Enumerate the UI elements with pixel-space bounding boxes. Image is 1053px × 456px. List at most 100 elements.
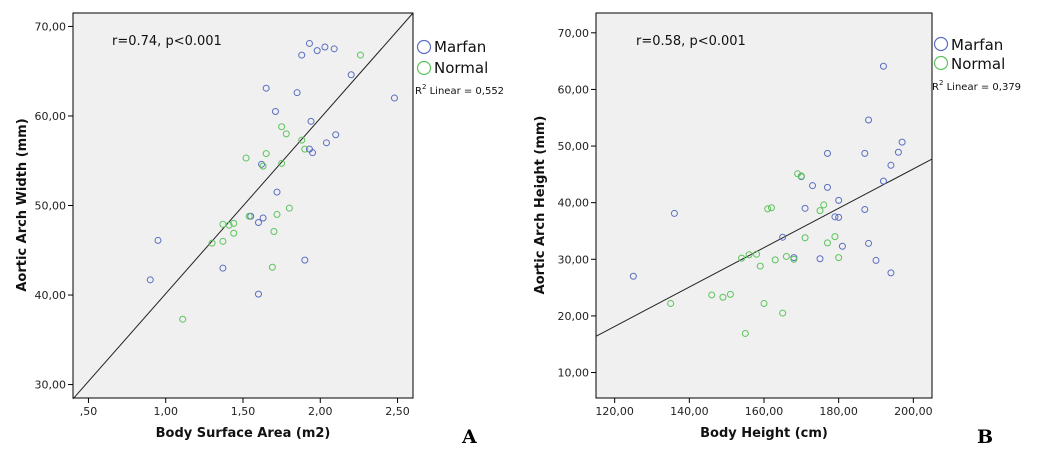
y-axis-label: Aortic Arch Width (mm) — [15, 118, 30, 291]
marfan-point — [293, 89, 301, 97]
x-tick-label: 2,00 — [308, 405, 333, 418]
legend-label-normal: Normal — [951, 55, 1005, 73]
y-tick-label: 70,00 — [35, 20, 67, 33]
normal-point — [719, 293, 727, 301]
normal-point — [708, 291, 716, 299]
marfan-point — [332, 131, 340, 139]
legend-marker-marfan — [933, 36, 949, 52]
normal-point — [794, 170, 802, 178]
panel-a: ,50 1,00 1,50 2,00 2,50 30,00 40,00 50,00 60,00 7… — [15, 12, 504, 448]
y-tick-label: 60,00 — [558, 83, 590, 96]
marfan-point — [309, 149, 317, 157]
normal-point — [801, 234, 809, 242]
legend-marker-marfan — [416, 39, 432, 55]
marfan-point — [861, 149, 869, 157]
normal-point — [273, 210, 281, 218]
marfan-point — [823, 149, 831, 157]
normal-point — [782, 252, 790, 260]
normal-point — [301, 145, 309, 153]
normal-point — [820, 201, 828, 209]
correlation-annotation: r=0.58, p<0.001 — [636, 34, 746, 49]
normal-point — [816, 207, 824, 215]
marfan-point — [330, 45, 338, 53]
x-tick-label: 180,00 — [819, 405, 858, 418]
y-tick-label: 20,00 — [558, 310, 590, 323]
legend-label-marfan: Marfan — [951, 36, 1003, 54]
marfan-point — [313, 47, 321, 55]
normal-point — [771, 256, 779, 264]
r-squared-label: R2 Linear = 0,552 — [415, 83, 504, 97]
legend: Marfan Normal R2 Linear = 0,379 — [932, 36, 1021, 93]
marfan-point — [823, 183, 831, 191]
normal-point — [741, 329, 749, 337]
x-tick-label: ,50 — [80, 405, 98, 418]
panel-label: B — [977, 426, 993, 448]
normal-point — [230, 229, 238, 237]
normal-point — [282, 130, 290, 138]
marfan-point — [872, 256, 880, 264]
x-tick-label: 2,50 — [385, 405, 410, 418]
normal-point — [278, 123, 286, 131]
normal-point — [225, 221, 233, 229]
r2-text: Linear = 0,379 — [943, 82, 1021, 93]
x-tick-label: 200,00 — [894, 405, 933, 418]
marfan-point — [894, 148, 902, 156]
normal-point — [745, 251, 753, 259]
normal-point — [760, 299, 768, 307]
marfan-point — [816, 255, 824, 263]
y-tick-label: 50,00 — [35, 200, 67, 213]
normal-point — [259, 162, 267, 170]
normal-point — [245, 212, 253, 220]
marfan-point — [838, 242, 846, 250]
normal-point — [219, 237, 227, 245]
marfan-point — [887, 161, 895, 169]
marfan-point — [865, 239, 873, 247]
normal-point — [208, 239, 216, 247]
y-tick-label: 50,00 — [558, 140, 590, 153]
marfan-point — [273, 188, 281, 196]
marfan-point — [861, 205, 869, 213]
marfan-point — [271, 107, 279, 115]
regression-line — [595, 158, 933, 337]
normal-point — [179, 315, 187, 323]
normal-point — [823, 239, 831, 247]
x-tick-label: 160,00 — [745, 405, 784, 418]
r2-prefix: R — [415, 86, 422, 97]
marfan-point — [835, 196, 843, 204]
points-group — [146, 39, 398, 323]
normal-point — [738, 254, 746, 262]
regression-line — [72, 12, 414, 400]
plot-area — [595, 12, 933, 399]
x-tick-label: 1,50 — [231, 405, 256, 418]
fit-line-group — [72, 12, 414, 400]
normal-point — [278, 159, 286, 167]
marfan-point — [305, 39, 313, 47]
y-tick-label: 70,00 — [558, 27, 590, 40]
r2-text: Linear = 0,552 — [426, 86, 504, 97]
fit-line-group — [595, 158, 933, 337]
normal-point — [726, 290, 734, 298]
marfan-point — [809, 182, 817, 190]
normal-point — [667, 299, 675, 307]
y-tick-label: 10,00 — [558, 367, 590, 380]
marfan-point — [835, 213, 843, 221]
normal-point — [767, 204, 775, 212]
marfan-point — [865, 116, 873, 124]
legend-label-normal: Normal — [434, 59, 488, 77]
y-axis-label: Aortic Arch Height (mm) — [533, 116, 548, 295]
legend-marker-normal — [416, 60, 432, 76]
normal-point — [242, 154, 250, 162]
marfan-point — [898, 138, 906, 146]
panel-b: 120,00 140,00 160,00 180,00 200,00 10,00 20,00… — [533, 12, 1021, 448]
points-group — [629, 62, 906, 337]
marfan-point — [670, 209, 678, 217]
marfan-point — [887, 269, 895, 277]
marfan-point — [629, 272, 637, 280]
marfan-point — [254, 219, 262, 227]
y-tick-label: 60,00 — [35, 110, 67, 123]
normal-point — [797, 172, 805, 180]
marfan-point — [146, 276, 154, 284]
x-tick-label: 120,00 — [595, 405, 634, 418]
marfan-point — [219, 264, 227, 272]
